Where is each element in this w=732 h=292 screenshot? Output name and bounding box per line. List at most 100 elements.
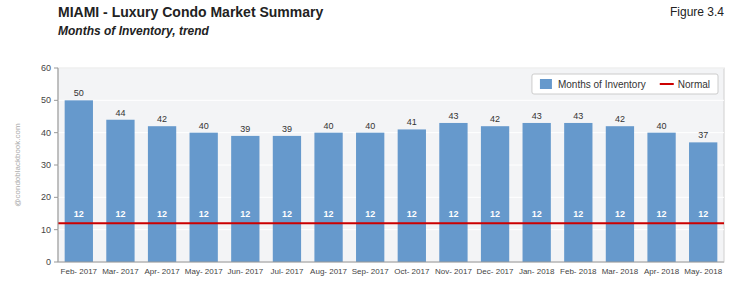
- legend-label: Normal: [678, 79, 710, 90]
- inside-label: 12: [407, 209, 417, 219]
- bar: [190, 133, 218, 262]
- legend-swatch: [660, 83, 674, 85]
- data-label: 43: [448, 111, 458, 121]
- inside-label: 12: [448, 209, 458, 219]
- y-tick-label: 40: [41, 128, 51, 138]
- bar: [439, 123, 467, 262]
- x-tick-label: Nov- 2017: [435, 267, 472, 276]
- bar: [314, 133, 342, 262]
- x-tick-label: Apr- 2017: [144, 267, 180, 276]
- x-tick-label: Mar- 2018: [602, 267, 639, 276]
- x-tick-label: Feb- 2017: [61, 267, 98, 276]
- data-label: 40: [324, 121, 334, 131]
- bar: [65, 100, 93, 262]
- inside-label: 12: [74, 209, 84, 219]
- y-tick: [54, 165, 58, 166]
- y-tick-label: 0: [46, 257, 51, 267]
- title: MIAMI - Luxury Condo Market Summary: [58, 4, 323, 20]
- plot-area: [58, 68, 724, 262]
- x-tick-label: Jan- 2018: [519, 267, 555, 276]
- x-tick-label: May- 2018: [684, 267, 722, 276]
- data-label: 37: [698, 130, 708, 140]
- inside-label: 12: [657, 209, 667, 219]
- x-axis: [58, 262, 724, 263]
- bar: [148, 126, 176, 262]
- grid-line: [58, 100, 724, 101]
- bar: [231, 136, 259, 262]
- legend-box: [532, 74, 718, 94]
- bar: [481, 126, 509, 262]
- inside-label: 12: [573, 209, 583, 219]
- legend-label: Months of Inventory: [558, 79, 646, 90]
- inside-label: 12: [157, 209, 167, 219]
- x-tick-label: Jul- 2017: [270, 267, 303, 276]
- data-label: 40: [657, 121, 667, 131]
- bar: [273, 136, 301, 262]
- bar: [356, 133, 384, 262]
- data-label: 42: [615, 114, 625, 124]
- x-tick-label: Aug- 2017: [310, 267, 347, 276]
- x-tick-label: Apr- 2018: [644, 267, 680, 276]
- data-label: 39: [240, 124, 250, 134]
- bar: [606, 126, 634, 262]
- bar: [689, 142, 717, 262]
- legend-item: Months of Inventory: [540, 79, 646, 90]
- legend-swatch: [540, 79, 552, 89]
- y-axis: [58, 68, 59, 262]
- y-tick-label: 50: [41, 95, 51, 105]
- marks: [58, 100, 724, 262]
- subtitle: Months of Inventory, trend: [58, 24, 210, 38]
- data-label: 42: [157, 114, 167, 124]
- data-label: 40: [199, 121, 209, 131]
- inside-label: 12: [240, 209, 250, 219]
- labels: 50 12 44 12 42 12 40 12 39 12 39 12 40 12 40 12 41 12 43 12…: [74, 88, 708, 219]
- inside-label: 12: [365, 209, 375, 219]
- y-tick: [54, 132, 58, 133]
- bar: [564, 123, 592, 262]
- inside-label: 12: [115, 209, 125, 219]
- bar: [106, 120, 134, 262]
- x-tick-label: Jun- 2017: [228, 267, 264, 276]
- legend: Months of Inventory Normal: [532, 74, 718, 94]
- inside-label: 12: [324, 209, 334, 219]
- data-label: 43: [532, 111, 542, 121]
- x-tick-label: Dec- 2017: [477, 267, 514, 276]
- x-tick-label: Sep- 2017: [352, 267, 389, 276]
- inside-label: 12: [282, 209, 292, 219]
- inside-label: 12: [698, 209, 708, 219]
- inside-label: 12: [615, 209, 625, 219]
- x-tick-label: Oct- 2017: [394, 267, 430, 276]
- data-label: 39: [282, 124, 292, 134]
- grid-line: [58, 68, 724, 69]
- x-tick-label: Feb- 2018: [560, 267, 597, 276]
- y-tick: [54, 100, 58, 101]
- inside-label: 12: [490, 209, 500, 219]
- y-tick-label: 20: [41, 192, 51, 202]
- y-tick: [54, 68, 58, 69]
- x-tick-label: Mar- 2017: [102, 267, 139, 276]
- legend-item: Normal: [660, 79, 710, 90]
- data-label: 41: [407, 117, 417, 127]
- bar: [523, 123, 551, 262]
- data-label: 42: [490, 114, 500, 124]
- figure-label: Figure 3.4: [670, 5, 724, 19]
- data-label: 44: [115, 108, 125, 118]
- chart: MIAMI - Luxury Condo Market Summary Month…: [0, 0, 732, 292]
- y-tick-label: 60: [41, 63, 51, 73]
- watermark: @condoblackbook.com: [13, 123, 22, 207]
- x-tick-label: May- 2017: [185, 267, 223, 276]
- y-tick: [54, 197, 58, 198]
- bar: [398, 129, 426, 262]
- y-tick-label: 10: [41, 225, 51, 235]
- data-label: 50: [74, 88, 84, 98]
- data-label: 40: [365, 121, 375, 131]
- reference-line: [58, 222, 724, 224]
- bar: [647, 133, 675, 262]
- y-tick: [54, 262, 58, 263]
- y-tick: [54, 229, 58, 230]
- inside-label: 12: [532, 209, 542, 219]
- inside-label: 12: [199, 209, 209, 219]
- data-label: 43: [573, 111, 583, 121]
- grid-line: [58, 262, 724, 263]
- y-tick-label: 30: [41, 160, 51, 170]
